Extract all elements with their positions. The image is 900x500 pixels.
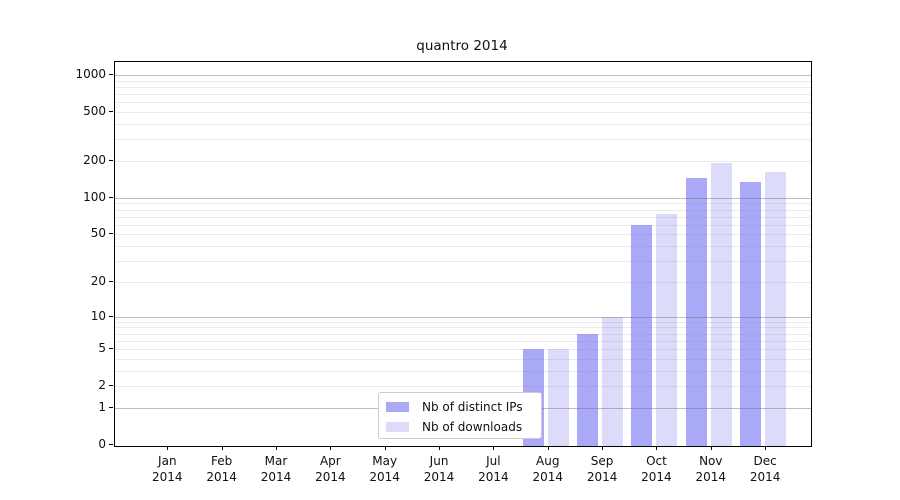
x-tick-mark xyxy=(439,446,441,450)
x-tick-label: Jul 2014 xyxy=(478,454,509,484)
x-tick-mark xyxy=(765,446,767,450)
x-tick-mark xyxy=(547,446,549,450)
minor-gridline xyxy=(115,281,811,283)
x-tick-mark xyxy=(330,446,332,450)
legend: Nb of distinct IPs Nb of downloads xyxy=(378,392,542,439)
y-tick-label: 10 xyxy=(90,308,106,323)
bar-downloads-aug-2014 xyxy=(547,349,569,446)
y-tick-label: 1 xyxy=(98,399,106,414)
minor-gridline xyxy=(115,139,811,141)
x-tick-mark xyxy=(276,446,277,450)
x-tick-label: May 2014 xyxy=(369,454,400,484)
minor-gridline xyxy=(115,93,811,95)
minor-gridline xyxy=(115,261,811,263)
y-tick-label: 5 xyxy=(98,341,106,356)
legend-item: Nb of distinct IPs xyxy=(379,397,541,417)
bar-downloads-nov-2014 xyxy=(710,163,732,446)
x-tick-mark xyxy=(221,446,223,450)
bar-distinct-ips-sep-2014 xyxy=(577,333,599,446)
y-tick-label: 500 xyxy=(83,103,106,118)
x-tick-label: Sep 2014 xyxy=(586,454,618,484)
y-tick-mark xyxy=(109,110,113,112)
bar-distinct-ips-dec-2014 xyxy=(740,181,762,446)
minor-gridline xyxy=(115,349,811,351)
x-tick-label: Apr 2014 xyxy=(315,454,346,484)
minor-gridline xyxy=(115,102,811,104)
x-tick-label: Jun 2014 xyxy=(423,454,455,484)
x-tick-mark xyxy=(384,446,386,450)
minor-gridline xyxy=(115,234,811,236)
minor-gridline xyxy=(115,86,811,88)
y-tick-label: 2 xyxy=(98,378,106,393)
minor-gridline xyxy=(115,123,811,125)
x-tick-label: Dec 2014 xyxy=(749,454,781,484)
minor-gridline xyxy=(115,370,811,372)
minor-gridline xyxy=(115,224,811,226)
x-tick-mark xyxy=(656,446,658,450)
bar-distinct-ips-nov-2014 xyxy=(685,177,707,446)
y-tick-mark xyxy=(109,406,113,408)
legend-swatch-distinct-ips-icon xyxy=(386,402,409,412)
x-tick-mark xyxy=(602,446,604,450)
minor-gridline xyxy=(115,386,811,388)
minor-gridline xyxy=(115,111,811,113)
y-tick-label: 20 xyxy=(90,273,106,288)
x-tick-label: Jan 2014 xyxy=(152,454,183,484)
bar-downloads-dec-2014 xyxy=(765,172,787,446)
y-tick-mark xyxy=(109,348,113,350)
x-tick-label: Feb 2014 xyxy=(206,454,237,484)
y-tick-mark xyxy=(109,385,113,387)
legend-swatch-downloads-icon xyxy=(386,422,409,432)
y-tick-mark xyxy=(109,444,113,445)
y-tick-mark xyxy=(109,196,113,198)
x-tick-label: Oct 2014 xyxy=(641,454,672,484)
minor-gridline xyxy=(115,246,811,248)
y-tick-label: 200 xyxy=(83,152,106,167)
minor-gridline xyxy=(115,216,811,218)
minor-gridline xyxy=(115,358,811,360)
major-gridline xyxy=(115,316,811,318)
minor-gridline xyxy=(115,160,811,162)
chart-title: quantro 2014 xyxy=(416,38,508,54)
y-tick-label: 100 xyxy=(83,189,106,204)
major-gridline xyxy=(115,197,811,199)
y-tick-mark xyxy=(109,315,113,317)
legend-item: Nb of downloads xyxy=(379,417,541,437)
y-tick-mark xyxy=(109,280,113,282)
y-tick-label: 50 xyxy=(90,226,106,241)
x-tick-mark xyxy=(710,446,712,450)
x-tick-mark xyxy=(167,446,169,450)
x-tick-mark xyxy=(493,446,495,450)
bar-distinct-ips-oct-2014 xyxy=(631,224,653,446)
minor-gridline xyxy=(115,340,811,342)
y-tick-label: 0 xyxy=(98,437,106,451)
minor-gridline xyxy=(115,327,811,329)
y-tick-mark xyxy=(109,159,113,161)
x-tick-label: Nov 2014 xyxy=(695,454,727,484)
minor-gridline xyxy=(115,333,811,335)
minor-gridline xyxy=(115,209,811,211)
x-tick-label: Mar 2014 xyxy=(260,454,292,484)
x-tick-label: Aug 2014 xyxy=(532,454,564,484)
legend-label-downloads: Nb of downloads xyxy=(422,420,523,434)
minor-gridline xyxy=(115,321,811,323)
minor-gridline xyxy=(115,80,811,82)
plot-area xyxy=(114,61,812,447)
minor-gridline xyxy=(115,203,811,205)
bar-downloads-oct-2014 xyxy=(656,213,678,446)
y-tick-mark xyxy=(109,233,113,235)
y-tick-mark xyxy=(109,73,113,75)
major-gridline xyxy=(115,74,811,76)
bar-downloads-sep-2014 xyxy=(602,316,624,446)
legend-label-distinct-ips: Nb of distinct IPs xyxy=(422,400,523,414)
y-tick-label: 1000 xyxy=(75,66,106,81)
